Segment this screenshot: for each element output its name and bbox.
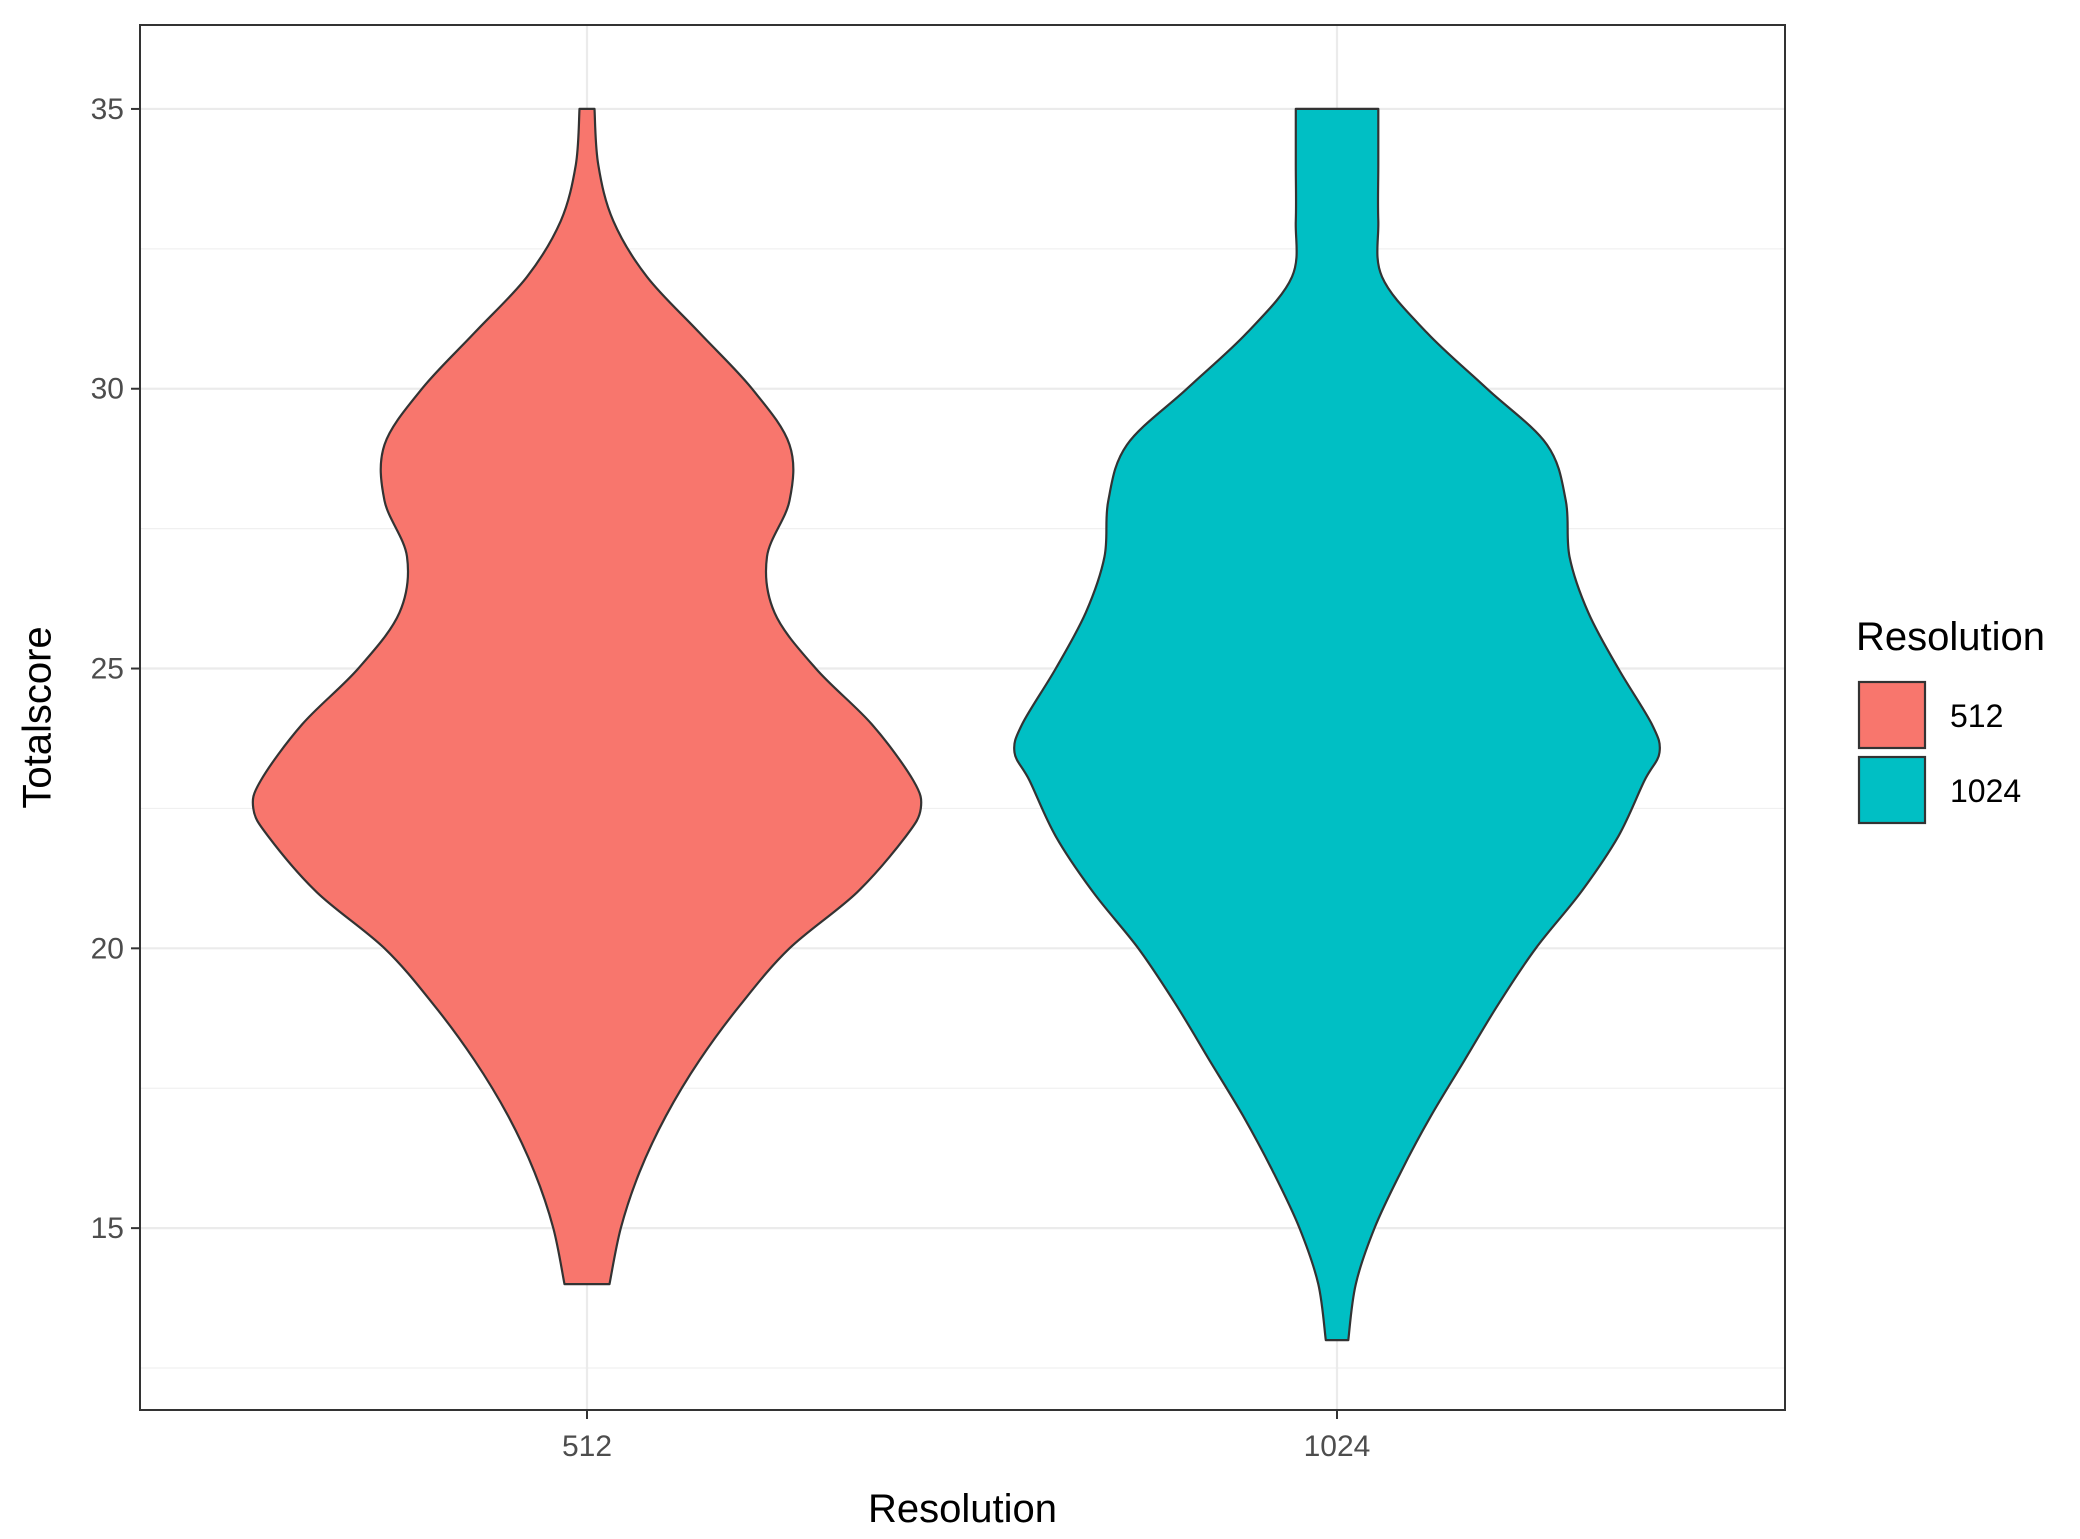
y-tick-label: 30 bbox=[91, 373, 124, 406]
y-tick-label: 25 bbox=[91, 653, 124, 686]
violins bbox=[251, 107, 1661, 1342]
y-tick-label: 20 bbox=[91, 932, 124, 965]
y-axis: 15 20 25 30 35 bbox=[91, 93, 140, 1245]
x-axis-title: Resolution bbox=[868, 1487, 1057, 1531]
panel-border bbox=[139, 24, 1786, 1411]
legend-key-512 bbox=[1857, 680, 1927, 750]
legend: Resolution 512 1024 bbox=[1856, 615, 2045, 825]
y-tick-label: 35 bbox=[91, 93, 124, 126]
y-axis-title: Totalscore bbox=[16, 626, 60, 808]
y-tick-label: 15 bbox=[91, 1212, 124, 1245]
legend-label-512: 512 bbox=[1950, 698, 2003, 734]
x-tick-label: 1024 bbox=[1304, 1430, 1371, 1463]
legend-key-1024 bbox=[1857, 755, 1927, 825]
legend-label-1024: 1024 bbox=[1950, 773, 2021, 809]
violin-1024 bbox=[1013, 107, 1661, 1342]
x-tick-label: 512 bbox=[562, 1430, 612, 1463]
x-axis: 512 1024 bbox=[562, 1410, 1370, 1463]
legend-title: Resolution bbox=[1856, 615, 2045, 659]
violin-512 bbox=[251, 107, 923, 1286]
